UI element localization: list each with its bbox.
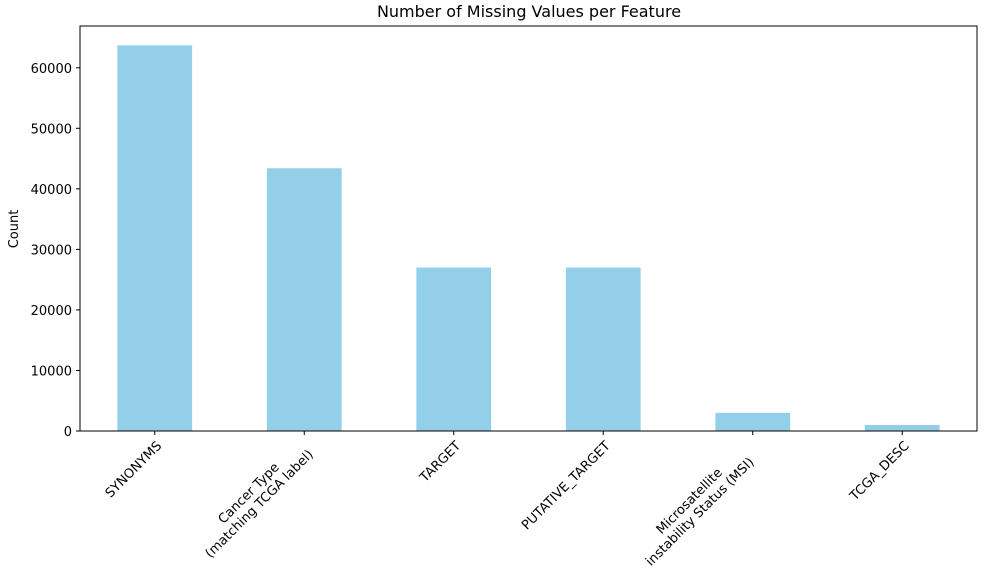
plot-frame — [79, 25, 978, 432]
bar-0 — [117, 45, 193, 432]
y-tick-label-3: 30000 — [31, 243, 72, 258]
y-tick-label-5: 50000 — [31, 122, 72, 137]
y-axis-label: Count — [7, 210, 22, 249]
y-ticks-group: 0 10000 20000 30000 40000 50000 60000 — [31, 62, 80, 440]
x-tick-label-1: Cancer Type(matching TCGA label) — [192, 437, 317, 562]
x-tick-label-line: TCGA_DESC — [847, 439, 913, 505]
x-tick-label-4: Microsatelliteinstability Status (MSI) — [633, 444, 758, 569]
y-tick-label-4: 40000 — [31, 183, 72, 198]
y-tick-label-6: 60000 — [31, 62, 72, 77]
bar-3 — [565, 267, 641, 431]
x-tick-label-5: TCGA_DESC — [847, 439, 913, 505]
bar-1 — [266, 168, 342, 431]
x-tick-label-line: PUTATIVE_TARGET — [519, 439, 614, 534]
x-tick-label-line: (matching TCGA label) — [203, 447, 317, 561]
y-tick-label-0: 0 — [64, 425, 72, 440]
x-tick-label-2: TARGET — [417, 439, 464, 486]
bar-4 — [715, 412, 791, 431]
bars-group — [117, 45, 940, 432]
x-tick-label-3: PUTATIVE_TARGET — [519, 439, 614, 534]
bar-5 — [864, 424, 940, 431]
bar-2 — [416, 267, 492, 431]
x-tick-label-line: TARGET — [417, 439, 464, 486]
x-ticks-group: SYNONYMS Cancer Type(matching TCGA label)… — [103, 431, 913, 569]
x-tick-label-line: SYNONYMS — [103, 439, 165, 501]
y-tick-label-2: 20000 — [31, 304, 72, 319]
x-tick-label-line: instability Status (MSI) — [643, 455, 757, 569]
y-tick-label-1: 10000 — [31, 364, 72, 379]
chart-title: Number of Missing Values per Feature — [377, 2, 681, 21]
x-tick-label-0: SYNONYMS — [103, 439, 165, 501]
